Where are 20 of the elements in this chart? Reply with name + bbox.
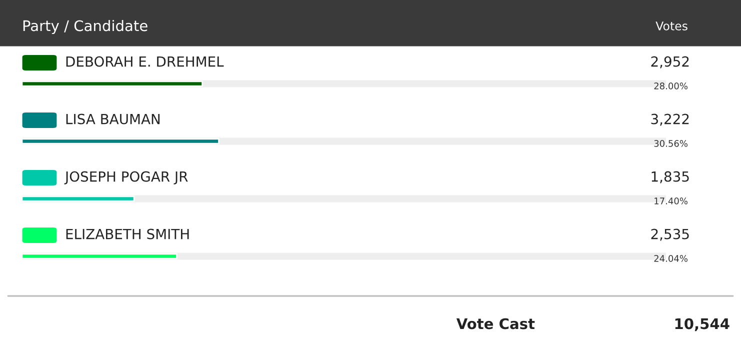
text: 10,544 — [675, 318, 730, 332]
y-tick-label: DEBORAH E. DREHMEL — [66, 56, 224, 67]
annotation: 3,222 — [651, 114, 689, 126]
text: Vote Cast — [456, 318, 535, 330]
bar — [22, 138, 220, 144]
chart-title: Party / Candidate — [23, 20, 148, 34]
data-label: 28.00% — [654, 82, 688, 90]
y-tick-label: ELIZABETH SMITH — [66, 228, 189, 240]
bar — [22, 253, 178, 260]
bar — [22, 196, 135, 202]
annotation: 2,952 — [651, 56, 689, 68]
y-tick-label: LISA BAUMAN — [66, 114, 160, 124]
text: Votes — [656, 22, 688, 30]
data-label: 30.56% — [654, 140, 688, 147]
y-tick-label: JOSEPH POGAR JR — [64, 171, 188, 184]
annotation: 2,535 — [651, 228, 689, 241]
data-label: 17.40% — [654, 198, 688, 204]
bar — [22, 80, 204, 87]
annotation: 1,835 — [652, 171, 689, 184]
data-label: 24.04% — [654, 255, 688, 262]
